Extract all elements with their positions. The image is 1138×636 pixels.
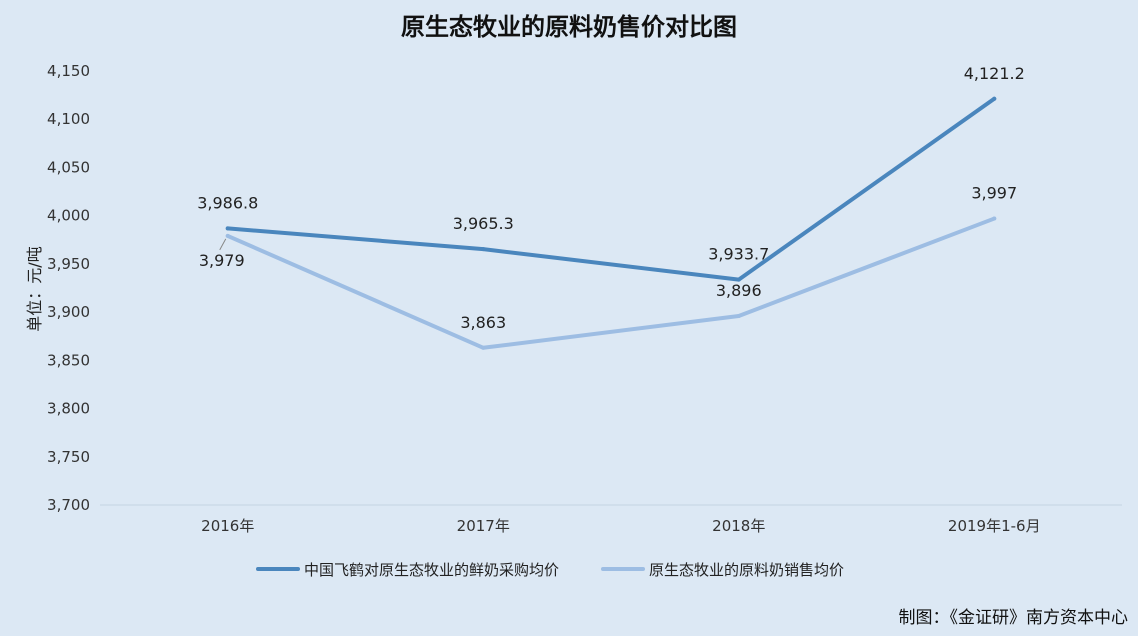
data-label: 3,896 [716, 281, 762, 300]
y-axis-ticks: 3,700 3,750 3,800 3,850 3,900 3,950 4,000 4,050… [47, 62, 90, 514]
y-tick-label: 4,050 [47, 158, 90, 176]
y-tick-label: 3,900 [47, 303, 90, 321]
data-label: 3,965.3 [453, 214, 514, 233]
x-axis-ticks: 2016年 2017年 2018年 2019年1-6月 [201, 517, 1040, 535]
series-2-point [992, 216, 997, 221]
y-tick-label: 4,150 [47, 62, 90, 80]
y-tick-label: 3,800 [47, 400, 90, 418]
x-tick-label: 2016年 [201, 517, 254, 535]
data-label: 3,986.8 [197, 193, 258, 212]
data-labels: 3,986.8 3,965.3 3,933.7 4,121.2 3,979 3,863 3,… [197, 64, 1025, 332]
series-1-point [992, 96, 997, 101]
y-tick-label: 3,700 [47, 496, 90, 514]
data-label: 3,933.7 [708, 245, 769, 264]
series-2-point [225, 233, 230, 238]
series-1-point [225, 226, 230, 231]
y-tick-label: 4,100 [47, 110, 90, 128]
x-tick-label: 2018年 [712, 517, 765, 535]
legend-label-1: 中国飞鹤对原生态牧业的鲜奶采购均价 [304, 561, 559, 579]
y-tick-label: 3,850 [47, 351, 90, 369]
series-1-point [481, 247, 486, 252]
y-tick-label: 3,950 [47, 255, 90, 273]
legend: 中国飞鹤对原生态牧业的鲜奶采购均价 原生态牧业的原料奶销售均价 [256, 561, 844, 579]
series-2-point [736, 313, 741, 318]
y-axis-label: 单位：元/吨 [25, 246, 44, 331]
series-2-point [481, 345, 486, 350]
series-layer [225, 96, 997, 350]
y-tick-label: 4,000 [47, 207, 90, 225]
series-line-1 [225, 96, 997, 282]
label-leader-line [219, 238, 227, 251]
x-tick-label: 2017年 [457, 517, 510, 535]
data-label: 4,121.2 [964, 64, 1025, 83]
data-label: 3,997 [971, 184, 1017, 203]
series-line-2 [225, 216, 997, 350]
legend-label-2: 原生态牧业的原料奶销售均价 [649, 561, 844, 579]
y-tick-label: 3,750 [47, 448, 90, 466]
credit-text: 制图：《金证研》南方资本中心 [899, 608, 1129, 628]
series-1-point [736, 277, 741, 282]
chart-title: 原生态牧业的原料奶售价对比图 [401, 13, 737, 41]
data-label: 3,979 [199, 251, 245, 270]
data-label: 3,863 [460, 313, 506, 332]
x-tick-label: 2019年1-6月 [948, 517, 1041, 535]
